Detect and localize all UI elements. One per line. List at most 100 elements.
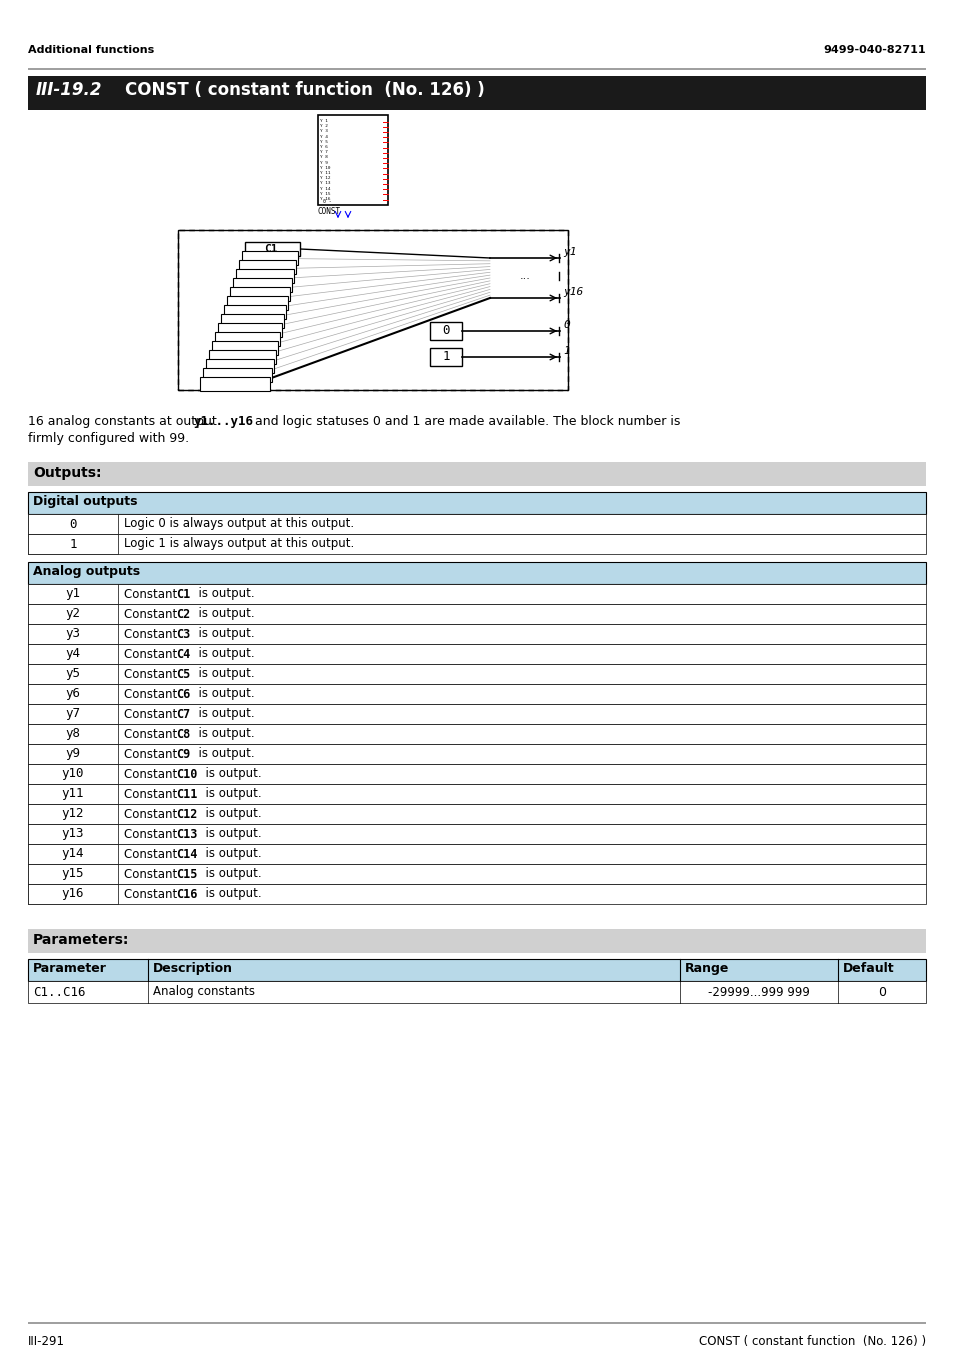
Bar — [28, 535, 925, 554]
Text: Parameter: Parameter — [33, 963, 107, 975]
Bar — [28, 929, 925, 953]
Text: y1: y1 — [66, 587, 80, 601]
Bar — [28, 824, 118, 844]
Bar — [235, 269, 294, 284]
Text: C6: C6 — [175, 687, 190, 701]
Bar — [212, 342, 277, 355]
Text: y7: y7 — [66, 707, 80, 721]
Bar — [227, 296, 288, 310]
Text: is output.: is output. — [191, 687, 254, 701]
Bar — [214, 332, 280, 346]
Bar — [28, 744, 925, 764]
Text: C14: C14 — [175, 848, 197, 860]
Text: Y 6: Y 6 — [319, 144, 328, 148]
Text: Constant: Constant — [124, 848, 181, 860]
Text: Constant: Constant — [124, 707, 181, 721]
Text: y16: y16 — [62, 887, 84, 900]
Text: Analog constants: Analog constants — [152, 986, 254, 999]
Text: firmly configured with 99.: firmly configured with 99. — [28, 432, 189, 446]
Text: y16: y16 — [562, 288, 582, 297]
Text: Y 16: Y 16 — [319, 197, 330, 201]
Bar — [206, 359, 274, 373]
Text: C12: C12 — [175, 807, 197, 821]
Bar — [28, 603, 118, 624]
Bar — [430, 323, 461, 340]
Text: Constant: Constant — [124, 648, 181, 660]
Text: C8: C8 — [175, 728, 190, 741]
Text: Constant: Constant — [124, 868, 181, 880]
Text: Y 13: Y 13 — [319, 181, 330, 185]
Text: Constant: Constant — [124, 687, 181, 701]
Bar — [28, 562, 925, 585]
Bar — [317, 115, 388, 205]
Bar — [233, 278, 292, 292]
Text: y10: y10 — [62, 768, 84, 780]
Bar — [28, 724, 925, 744]
Text: Constant: Constant — [124, 828, 181, 841]
Text: C13: C13 — [175, 828, 197, 841]
Text: is output.: is output. — [191, 628, 254, 640]
Text: is output.: is output. — [191, 707, 254, 721]
Bar — [28, 805, 118, 823]
Bar — [178, 230, 567, 390]
Text: Y 10: Y 10 — [319, 166, 330, 170]
Bar — [28, 535, 118, 554]
Text: Y 4: Y 4 — [319, 135, 328, 139]
Text: is output.: is output. — [198, 868, 262, 880]
Text: is output.: is output. — [198, 787, 262, 801]
Text: Analog outputs: Analog outputs — [33, 566, 140, 578]
Bar — [28, 958, 925, 981]
Text: Y 14: Y 14 — [319, 186, 330, 190]
Bar — [28, 981, 925, 1003]
Text: Constant: Constant — [124, 768, 181, 780]
Text: y8: y8 — [66, 728, 80, 741]
Text: Constant: Constant — [124, 787, 181, 801]
Bar — [28, 703, 925, 724]
Bar — [242, 251, 297, 265]
Bar — [28, 703, 118, 724]
Bar — [28, 805, 925, 823]
Text: Constant: Constant — [124, 628, 181, 640]
Bar — [28, 514, 118, 535]
Text: Y 12: Y 12 — [319, 177, 330, 180]
Bar — [28, 684, 118, 703]
Text: is output.: is output. — [191, 748, 254, 760]
Text: III-19.2: III-19.2 — [36, 81, 102, 99]
Text: Constant: Constant — [124, 728, 181, 741]
Bar — [28, 585, 118, 603]
Bar — [28, 76, 925, 109]
Text: C2: C2 — [175, 608, 190, 621]
Bar — [28, 68, 925, 70]
Text: 0: 0 — [70, 517, 76, 531]
Text: Y 8: Y 8 — [319, 155, 328, 159]
Text: Y 7: Y 7 — [319, 150, 328, 154]
Text: C3: C3 — [175, 628, 190, 640]
Text: Constant: Constant — [124, 748, 181, 760]
Bar — [28, 585, 925, 603]
Text: is output.: is output. — [191, 608, 254, 621]
Bar — [28, 664, 118, 684]
Bar — [209, 350, 275, 365]
Text: III-291: III-291 — [28, 1335, 65, 1349]
Text: is output.: is output. — [198, 768, 262, 780]
Text: 0 -: 0 - — [323, 198, 332, 204]
Text: y11: y11 — [62, 787, 84, 801]
Bar — [28, 864, 118, 884]
Text: Parameters:: Parameters: — [33, 933, 130, 946]
Text: Constant: Constant — [124, 887, 181, 900]
Text: Constant: Constant — [124, 807, 181, 821]
Text: Y 15: Y 15 — [319, 192, 330, 196]
Text: C1..C16: C1..C16 — [33, 986, 86, 999]
Text: C7: C7 — [175, 707, 190, 721]
Bar — [245, 242, 299, 256]
Text: is output.: is output. — [198, 887, 262, 900]
Bar — [178, 230, 567, 390]
Text: C15: C15 — [175, 868, 197, 880]
Bar — [28, 784, 925, 805]
Text: y5: y5 — [66, 667, 80, 680]
Text: is output.: is output. — [198, 807, 262, 821]
Text: is output.: is output. — [191, 648, 254, 660]
Bar — [230, 288, 290, 301]
Text: CONST ( constant function  (No. 126) ): CONST ( constant function (No. 126) ) — [125, 81, 484, 99]
Text: Y 3: Y 3 — [319, 130, 328, 134]
